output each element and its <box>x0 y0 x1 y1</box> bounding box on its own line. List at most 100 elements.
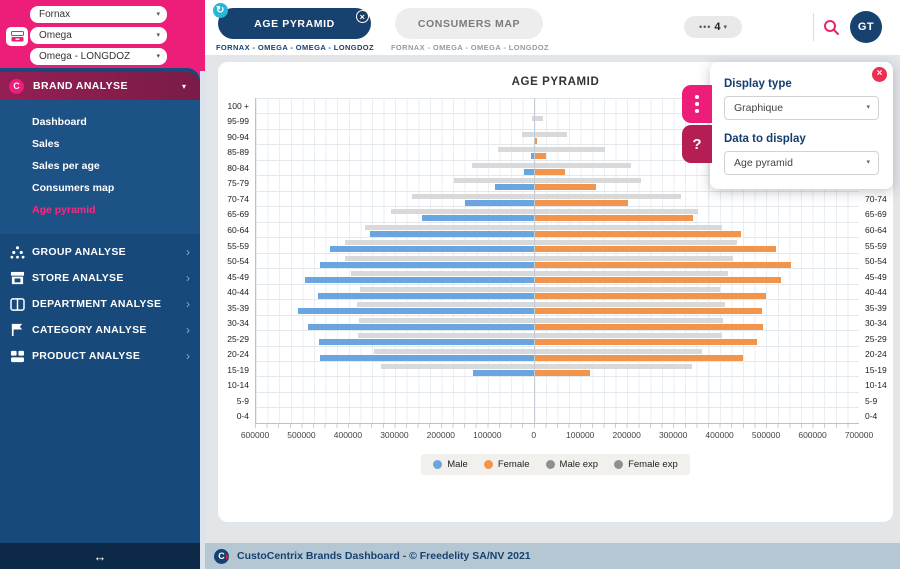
tab-consumers-map[interactable]: CONSUMERS MAP <box>395 8 543 39</box>
x-tick-label: 100000 <box>473 430 502 440</box>
pyramid-row-95-99 <box>256 113 859 128</box>
sidebar-menu: GROUP ANALYSE › STORE ANALYSE › DEPARTMENT A… <box>0 234 200 369</box>
dot-icon <box>695 102 699 106</box>
y-tick-label: 5-9 <box>236 395 249 406</box>
filter-value: Omega <box>39 30 72 41</box>
y-tick-label: 30-34 <box>865 318 887 329</box>
footer: C CustoCentrix Brands Dashboard - © Free… <box>205 543 900 569</box>
bar-female-exp-60-64 <box>534 224 722 230</box>
sidebar-item-department-analyse[interactable]: DEPARTMENT ANALYSE › <box>0 291 200 317</box>
more-options-tab[interactable] <box>682 85 712 123</box>
notifications-dropdown[interactable]: ••• 4 ▾ <box>684 16 742 38</box>
y-tick-label: 50-54 <box>865 256 887 267</box>
close-icon[interactable]: × <box>356 10 369 23</box>
y-tick-label: 0-4 <box>865 411 878 422</box>
drawer-icon[interactable] <box>6 27 28 46</box>
pyramid-row-25-29 <box>256 330 859 346</box>
x-tick-label: 500000 <box>751 430 781 440</box>
pyramid-row-75-79 <box>256 175 859 191</box>
filter-value: Fornax <box>39 9 71 20</box>
chevron-right-icon: › <box>186 297 190 311</box>
department-icon <box>9 296 25 312</box>
bar-male-exp-65-69 <box>391 209 535 215</box>
zero-axis-line <box>534 98 536 423</box>
tab-age-pyramid[interactable]: ↻ AGE PYRAMID × <box>213 3 371 39</box>
tab-subtitle: FORNAX - OMEGA - OMEGA - LONGDOZ <box>215 43 375 52</box>
filter-select-group[interactable]: Omega ▾ <box>30 27 167 44</box>
bar-male-exp-20-24 <box>373 348 535 354</box>
store-icon <box>9 270 25 286</box>
bar-female-20-24 <box>534 354 744 361</box>
bar-female-exp-90-94 <box>534 131 568 137</box>
y-tick-label: 15-19 <box>227 364 249 375</box>
refresh-icon[interactable]: ↻ <box>213 3 228 18</box>
help-icon: ? <box>692 135 702 153</box>
bar-female-90-94 <box>534 137 538 144</box>
filter-value: Omega - LONGDOZ <box>39 51 131 62</box>
y-tick-label: 10-14 <box>865 380 887 391</box>
pyramid-row-20-24 <box>256 345 859 361</box>
bar-female-40-44 <box>534 292 767 299</box>
avatar[interactable]: GT <box>850 11 882 43</box>
y-tick-label: 45-49 <box>865 271 887 282</box>
bar-female-exp-40-44 <box>534 286 721 292</box>
sidebar-item-product-analyse[interactable]: PRODUCT ANALYSE › <box>0 343 200 369</box>
tab-label: CONSUMERS MAP <box>417 17 521 30</box>
bar-male-exp-45-49 <box>350 271 535 277</box>
chevron-down-icon: ▾ <box>866 159 870 166</box>
sidebar-item-group-analyse[interactable]: GROUP ANALYSE › <box>0 239 200 265</box>
sidebar-section-brand-analyse[interactable]: C BRAND ANALYSE ▾ <box>0 72 200 100</box>
notification-count: 4 <box>714 21 721 33</box>
pyramid-row-90-94 <box>256 128 859 144</box>
y-tick-label: 40-44 <box>865 287 887 298</box>
legend-label: Male <box>447 459 468 470</box>
legend-dot-icon <box>433 460 443 469</box>
bar-female-exp-85-89 <box>534 147 605 153</box>
sidebar-item-store-analyse[interactable]: STORE ANALYSE › <box>0 265 200 291</box>
pyramid-row-35-39 <box>256 299 859 315</box>
x-tick-label: 400000 <box>333 430 363 440</box>
legend-dot-icon <box>483 460 493 469</box>
legend-label: Male exp <box>559 459 599 470</box>
help-tab[interactable]: ? <box>682 125 712 163</box>
pyramid-row-30-34 <box>256 314 859 330</box>
sidebar-item-sales[interactable]: Sales <box>32 138 60 150</box>
sidebar-item-sales-per-age[interactable]: Sales per age <box>32 160 100 172</box>
y-tick-label: 35-39 <box>865 302 887 313</box>
collapse-icon: ↔ <box>93 548 107 564</box>
bar-female-25-29 <box>534 339 758 346</box>
chevron-right-icon: › <box>186 323 190 337</box>
sidebar-item-dashboard[interactable]: Dashboard <box>32 116 87 128</box>
filter-select-universe[interactable]: Fornax ▾ <box>30 6 167 23</box>
sidebar-item-category-analyse[interactable]: CATEGORY ANALYSE › <box>0 317 200 343</box>
pyramid-row-45-49 <box>256 268 859 284</box>
bar-male-exp-55-59 <box>345 240 535 246</box>
display-type-select[interactable]: Graphique ▾ <box>724 96 879 120</box>
bar-female-45-49 <box>534 277 781 284</box>
pyramid-row-10-14 <box>256 376 859 391</box>
x-tick-label: 400000 <box>705 430 734 440</box>
chevron-right-icon: › <box>186 349 190 363</box>
sidebar-collapse-toggle[interactable]: ↔ <box>0 543 200 569</box>
y-tick-label: 70-74 <box>865 193 887 204</box>
y-tick-label: 5-9 <box>865 395 878 406</box>
y-tick-label: 20-24 <box>865 349 887 360</box>
panel-close-icon[interactable]: × <box>872 67 887 82</box>
data-to-display-select[interactable]: Age pyramid ▾ <box>724 151 879 175</box>
sidebar-scrollbar[interactable] <box>200 71 205 569</box>
bar-female-exp-20-24 <box>534 348 703 354</box>
search-icon[interactable] <box>823 19 840 36</box>
drawer-icon-glyph <box>10 31 24 42</box>
bar-male-30-34 <box>307 323 535 330</box>
legend-dot-icon <box>614 460 624 469</box>
bar-male-55-59 <box>330 246 535 253</box>
sidebar-item-consumers-map[interactable]: Consumers map <box>32 182 115 194</box>
y-axis-labels-left: 100 + 95-99 90-94 85-89 80-84 75-79 70-74 65-69… <box>218 98 255 424</box>
pyramid-row-70-74 <box>256 190 859 206</box>
custocentrix-logo-icon: C <box>214 548 229 564</box>
tab-subtitle: FORNAX - OMEGA - OMEGA - LONGDOZ <box>390 43 550 52</box>
sidebar-item-label: DEPARTMENT ANALYSE <box>32 298 162 310</box>
filter-select-brand[interactable]: Omega - LONGDOZ ▾ <box>30 48 167 65</box>
bar-female-exp-65-69 <box>534 209 699 215</box>
sidebar-item-age-pyramid[interactable]: Age pyramid <box>32 204 96 216</box>
